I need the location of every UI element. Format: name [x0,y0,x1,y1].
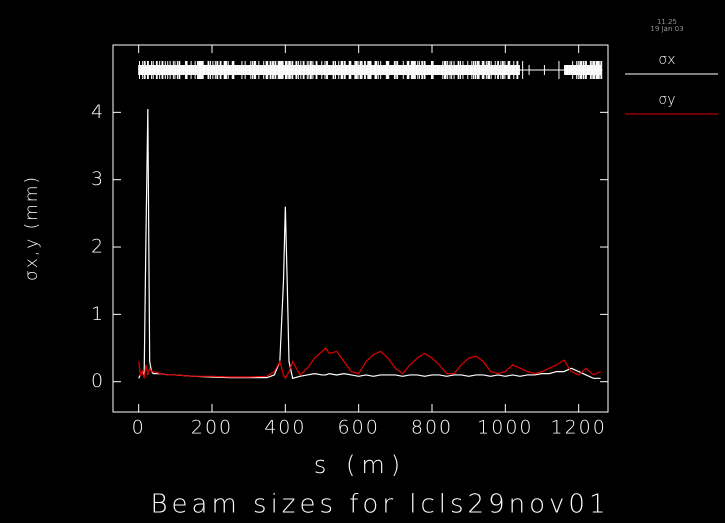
legend-label: σx [658,52,675,68]
x-tick-label: 0 [132,417,146,439]
x-tick-label: 1200 [550,417,606,439]
y-tick-label: 1 [91,303,105,325]
y-tick-label: 4 [91,101,105,123]
x-tick-label: 800 [411,417,453,439]
y-tick-label: 2 [91,236,105,258]
timestamp-time: 11.25 [657,18,677,26]
x-tick-label: 200 [191,417,233,439]
x-tick-label: 1000 [477,417,533,439]
series-line [138,108,601,380]
x-axis-label: s (m) [314,451,406,479]
chart-title: Beam sizes for lcls29nov01 [150,490,609,520]
plot-frame [112,44,609,413]
y-tick-label: 0 [91,370,105,392]
timestamp-date: 19 Jan 03 [650,25,683,33]
y-tick-label: 3 [91,168,105,190]
y-axis-label: σx,y (mm) [22,175,42,281]
legend-label: σy [658,92,675,108]
series-line [138,347,601,380]
x-tick-label: 600 [338,417,380,439]
lattice-bar [138,61,603,79]
x-tick-label: 400 [264,417,306,439]
